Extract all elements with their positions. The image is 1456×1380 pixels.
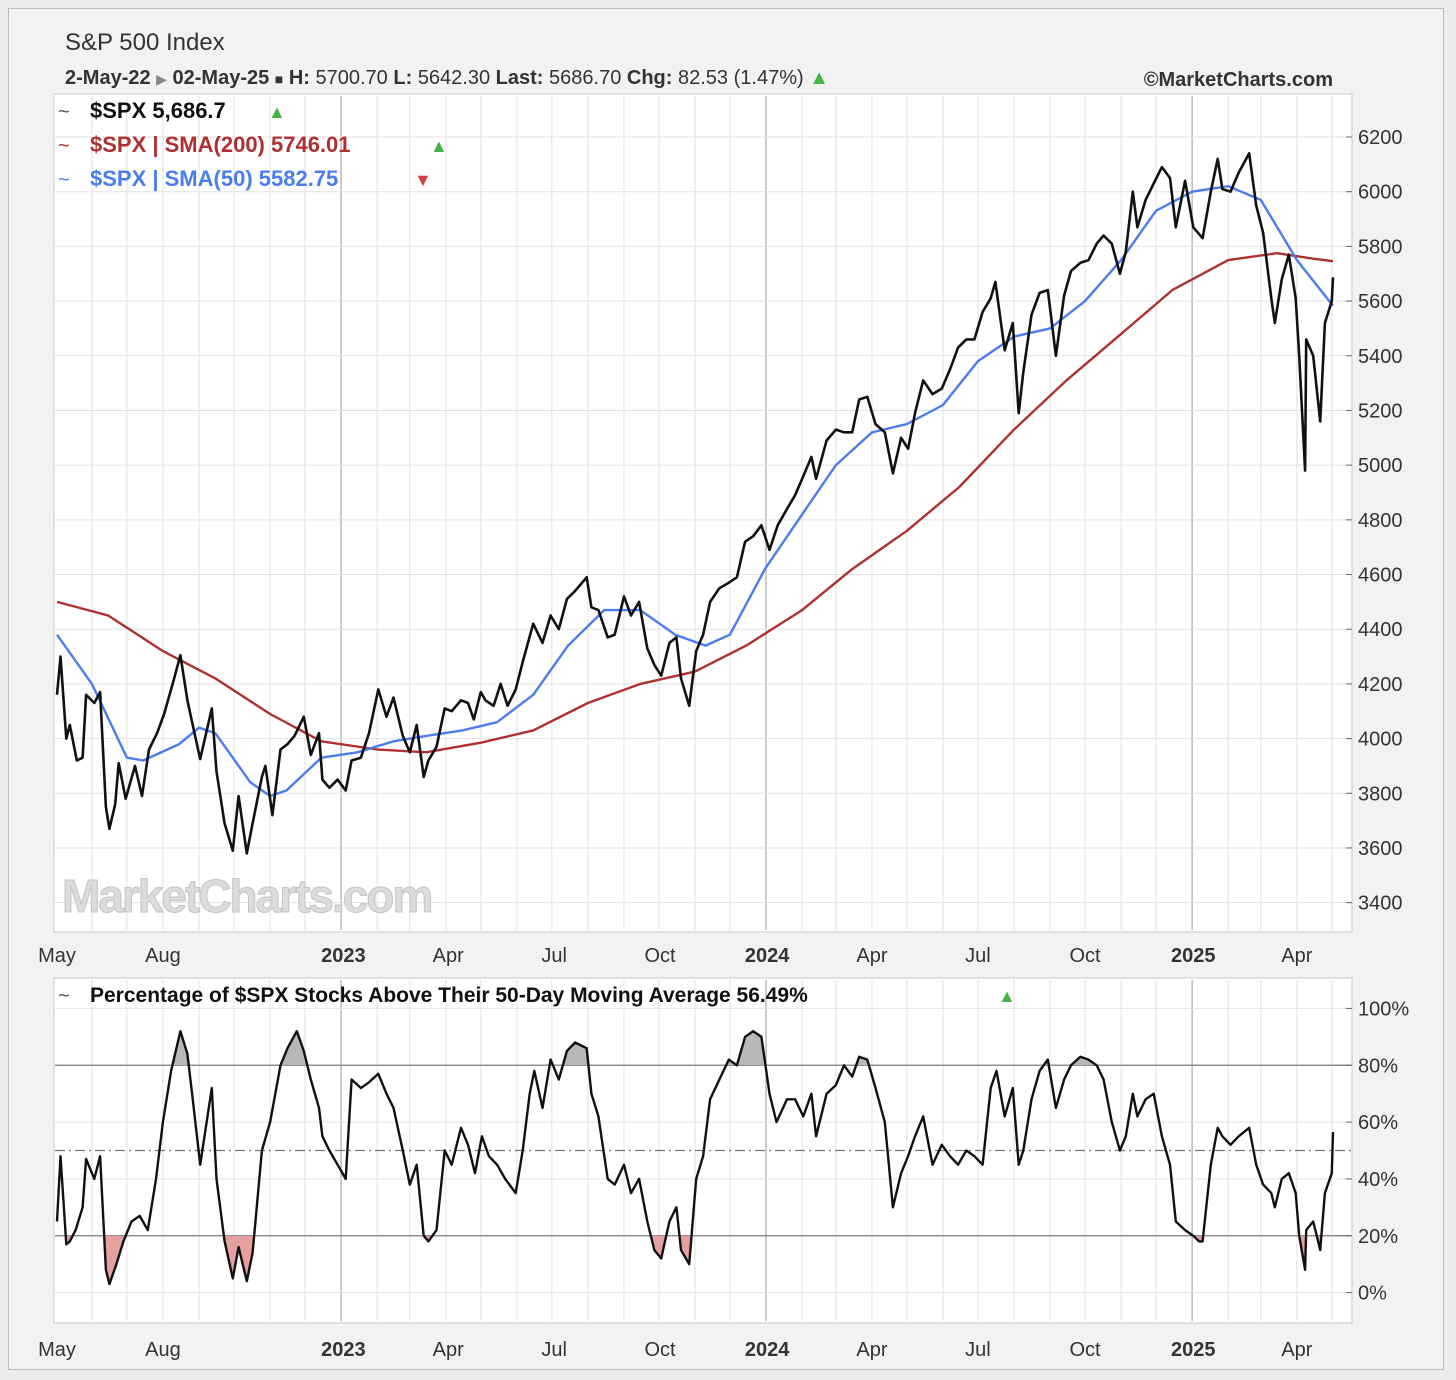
up-triangle-icon: ▲	[998, 986, 1016, 1006]
x-tick-label: Jul	[965, 1339, 991, 1361]
legend-line-icon: ~	[58, 101, 70, 123]
low-label: L:	[393, 67, 413, 89]
up-triangle-icon: ▲	[430, 136, 448, 156]
chart-title: S&P 500 Index	[65, 29, 225, 56]
date-end: 02-May-25	[172, 67, 270, 89]
series-line-breadth	[55, 1030, 1335, 1286]
last-label: Last:	[495, 67, 544, 89]
quote-summary: 2-May-22 ▶ 02-May-25 ■ H: 5700.70 L: 564…	[65, 67, 829, 90]
y-tick-label: 5800	[1358, 236, 1403, 258]
y-tick-label: 20%	[1358, 1226, 1398, 1248]
price-legend: ~ $SPX 5,686.7 ▲ ~ $SPX | SMA(200) 5746.…	[58, 98, 448, 191]
price-y-axis: 3400 3600 3800 4000 4200 4400 4600 4800 5000 5200…	[1346, 127, 1403, 915]
watermark-logo: MarketCharts.com	[62, 870, 431, 922]
legend-sma200: $SPX | SMA(200) 5746.01	[90, 132, 351, 157]
x-tick-label: 2025	[1171, 1339, 1216, 1361]
x-tick-label: Aug	[145, 1339, 181, 1361]
x-tick-label: May	[38, 945, 76, 967]
last-value: 5686.70	[549, 67, 622, 89]
y-tick-label: 6200	[1358, 127, 1403, 149]
x-tick-label: Apr	[1281, 945, 1312, 967]
series-line-price	[55, 152, 1335, 855]
y-tick-label: 0%	[1358, 1283, 1387, 1305]
low-value: 5642.30	[417, 67, 491, 89]
breadth-y-axis: 0% 20% 40% 60% 80% 100%	[1346, 998, 1409, 1305]
y-tick-label: 4800	[1358, 510, 1403, 532]
chg-label: Chg:	[626, 67, 673, 89]
breadth-grid	[55, 980, 1351, 1321]
series-line-sma50	[56, 185, 1334, 798]
x-tick-label: Apr	[856, 945, 887, 967]
y-tick-label: 80%	[1358, 1055, 1398, 1077]
x-tick-label: Aug	[145, 945, 181, 967]
x-tick-label: Jul	[541, 945, 567, 967]
date-start: 2-May-22	[65, 67, 151, 89]
price-x-axis: May Aug 2023 Apr Jul Oct 2024 Apr Jul Oct 2025 Apr	[38, 945, 1313, 967]
x-tick-label: Jul	[965, 945, 991, 967]
play-arrow-icon: ▶	[156, 71, 167, 87]
x-tick-label: Oct	[645, 945, 677, 967]
y-tick-label: 4600	[1358, 565, 1403, 587]
legend-line-icon: ~	[58, 169, 70, 191]
price-grid	[55, 96, 1351, 930]
x-tick-label: Apr	[433, 1339, 464, 1361]
y-tick-label: 60%	[1358, 1112, 1398, 1134]
legend-price: $SPX 5,686.7	[90, 98, 226, 123]
y-tick-label: 6000	[1358, 182, 1403, 204]
copyright: ©MarketCharts.com	[1143, 69, 1333, 91]
x-tick-label: 2023	[321, 945, 366, 967]
overbought-fill	[57, 1031, 1333, 1066]
legend-sma50: $SPX | SMA(50) 5582.75	[90, 166, 338, 191]
legend-line-icon: ~	[58, 135, 70, 157]
y-tick-label: 4400	[1358, 619, 1403, 641]
legend-breadth: Percentage of $SPX Stocks Above Their 50…	[90, 984, 808, 1007]
y-tick-label: 3600	[1358, 838, 1403, 860]
y-tick-label: 5000	[1358, 455, 1403, 477]
x-tick-label: Oct	[1069, 1339, 1101, 1361]
chg-value: 82.53 (1.47%)	[678, 67, 804, 89]
high-value: 5700.70	[315, 67, 388, 89]
series-line-sma200	[56, 252, 1334, 754]
y-tick-label: 5200	[1358, 400, 1403, 422]
breadth-series-layer	[55, 1030, 1335, 1286]
x-tick-label: 2024	[745, 945, 790, 967]
legend-line-icon: ~	[58, 985, 70, 1007]
y-tick-label: 3400	[1358, 893, 1403, 915]
price-series-layer	[55, 152, 1335, 855]
y-tick-label: 5400	[1358, 346, 1403, 368]
high-label: H:	[288, 67, 310, 89]
x-tick-label: 2025	[1171, 945, 1216, 967]
y-tick-label: 5600	[1358, 291, 1403, 313]
x-tick-label: Oct	[645, 1339, 677, 1361]
breadth-legend: ~ Percentage of $SPX Stocks Above Their …	[58, 984, 1016, 1007]
y-tick-label: 100%	[1358, 998, 1409, 1020]
x-tick-label: Apr	[1281, 1339, 1312, 1361]
x-tick-label: Apr	[856, 1339, 887, 1361]
breadth-x-axis: May Aug 2023 Apr Jul Oct 2024 Apr Jul Oct 2025 Apr	[38, 1339, 1313, 1361]
x-tick-label: Oct	[1069, 945, 1101, 967]
x-tick-label: 2024	[745, 1339, 790, 1361]
x-tick-label: Jul	[541, 1339, 567, 1361]
up-triangle-icon: ▲	[268, 102, 286, 122]
price-panel	[53, 93, 1353, 933]
y-tick-label: 4000	[1358, 729, 1403, 751]
x-tick-label: 2023	[321, 1339, 366, 1361]
x-tick-label: Apr	[433, 945, 464, 967]
square-bullet-icon: ■	[274, 71, 284, 87]
y-tick-label: 4200	[1358, 674, 1403, 696]
y-tick-label: 3800	[1358, 783, 1403, 805]
y-tick-label: 40%	[1358, 1169, 1398, 1191]
x-tick-label: May	[38, 1339, 76, 1361]
up-triangle-icon: ▲	[809, 67, 829, 89]
down-triangle-icon: ▼	[414, 170, 432, 190]
